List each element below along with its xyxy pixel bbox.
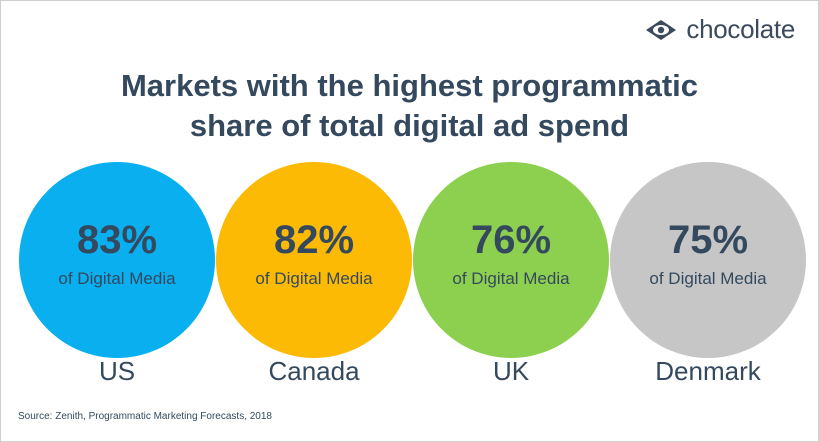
brand-logo: chocolate: [644, 14, 795, 45]
title-line-2: share of total digital ad spend: [189, 108, 630, 143]
unit-label: of Digital Media: [452, 269, 570, 288]
unit-label: of Digital Media: [58, 269, 176, 288]
eye-diamond-icon: [646, 19, 677, 40]
category-label: US: [98, 356, 136, 386]
stat-bubble-canada: 82% of Digital Media: [216, 162, 412, 358]
title-line-1: Markets with the highest programmatic: [120, 68, 699, 103]
unit-label: of Digital Media: [255, 269, 373, 288]
value-label: 83%: [76, 218, 158, 262]
value-label: 75%: [667, 218, 749, 262]
logo-text: chocolate: [686, 14, 795, 44]
category-label: Denmark: [655, 356, 761, 386]
value-label: 82%: [273, 218, 355, 262]
source-note: Source: Zenith, Programmatic Marketing F…: [18, 411, 272, 422]
value-label: 76%: [470, 218, 552, 262]
chart-title: Markets with the highest programmatic sh…: [0, 66, 819, 146]
unit-label: of Digital Media: [649, 269, 767, 288]
stat-bubble-uk: 76% of Digital Media: [413, 162, 609, 358]
category-label: Canada: [268, 356, 360, 386]
stat-bubble-us: 83% of Digital Media: [19, 162, 215, 358]
stat-bubble-denmark: 75% of Digital Media: [610, 162, 806, 358]
category-label: UK: [492, 356, 530, 386]
